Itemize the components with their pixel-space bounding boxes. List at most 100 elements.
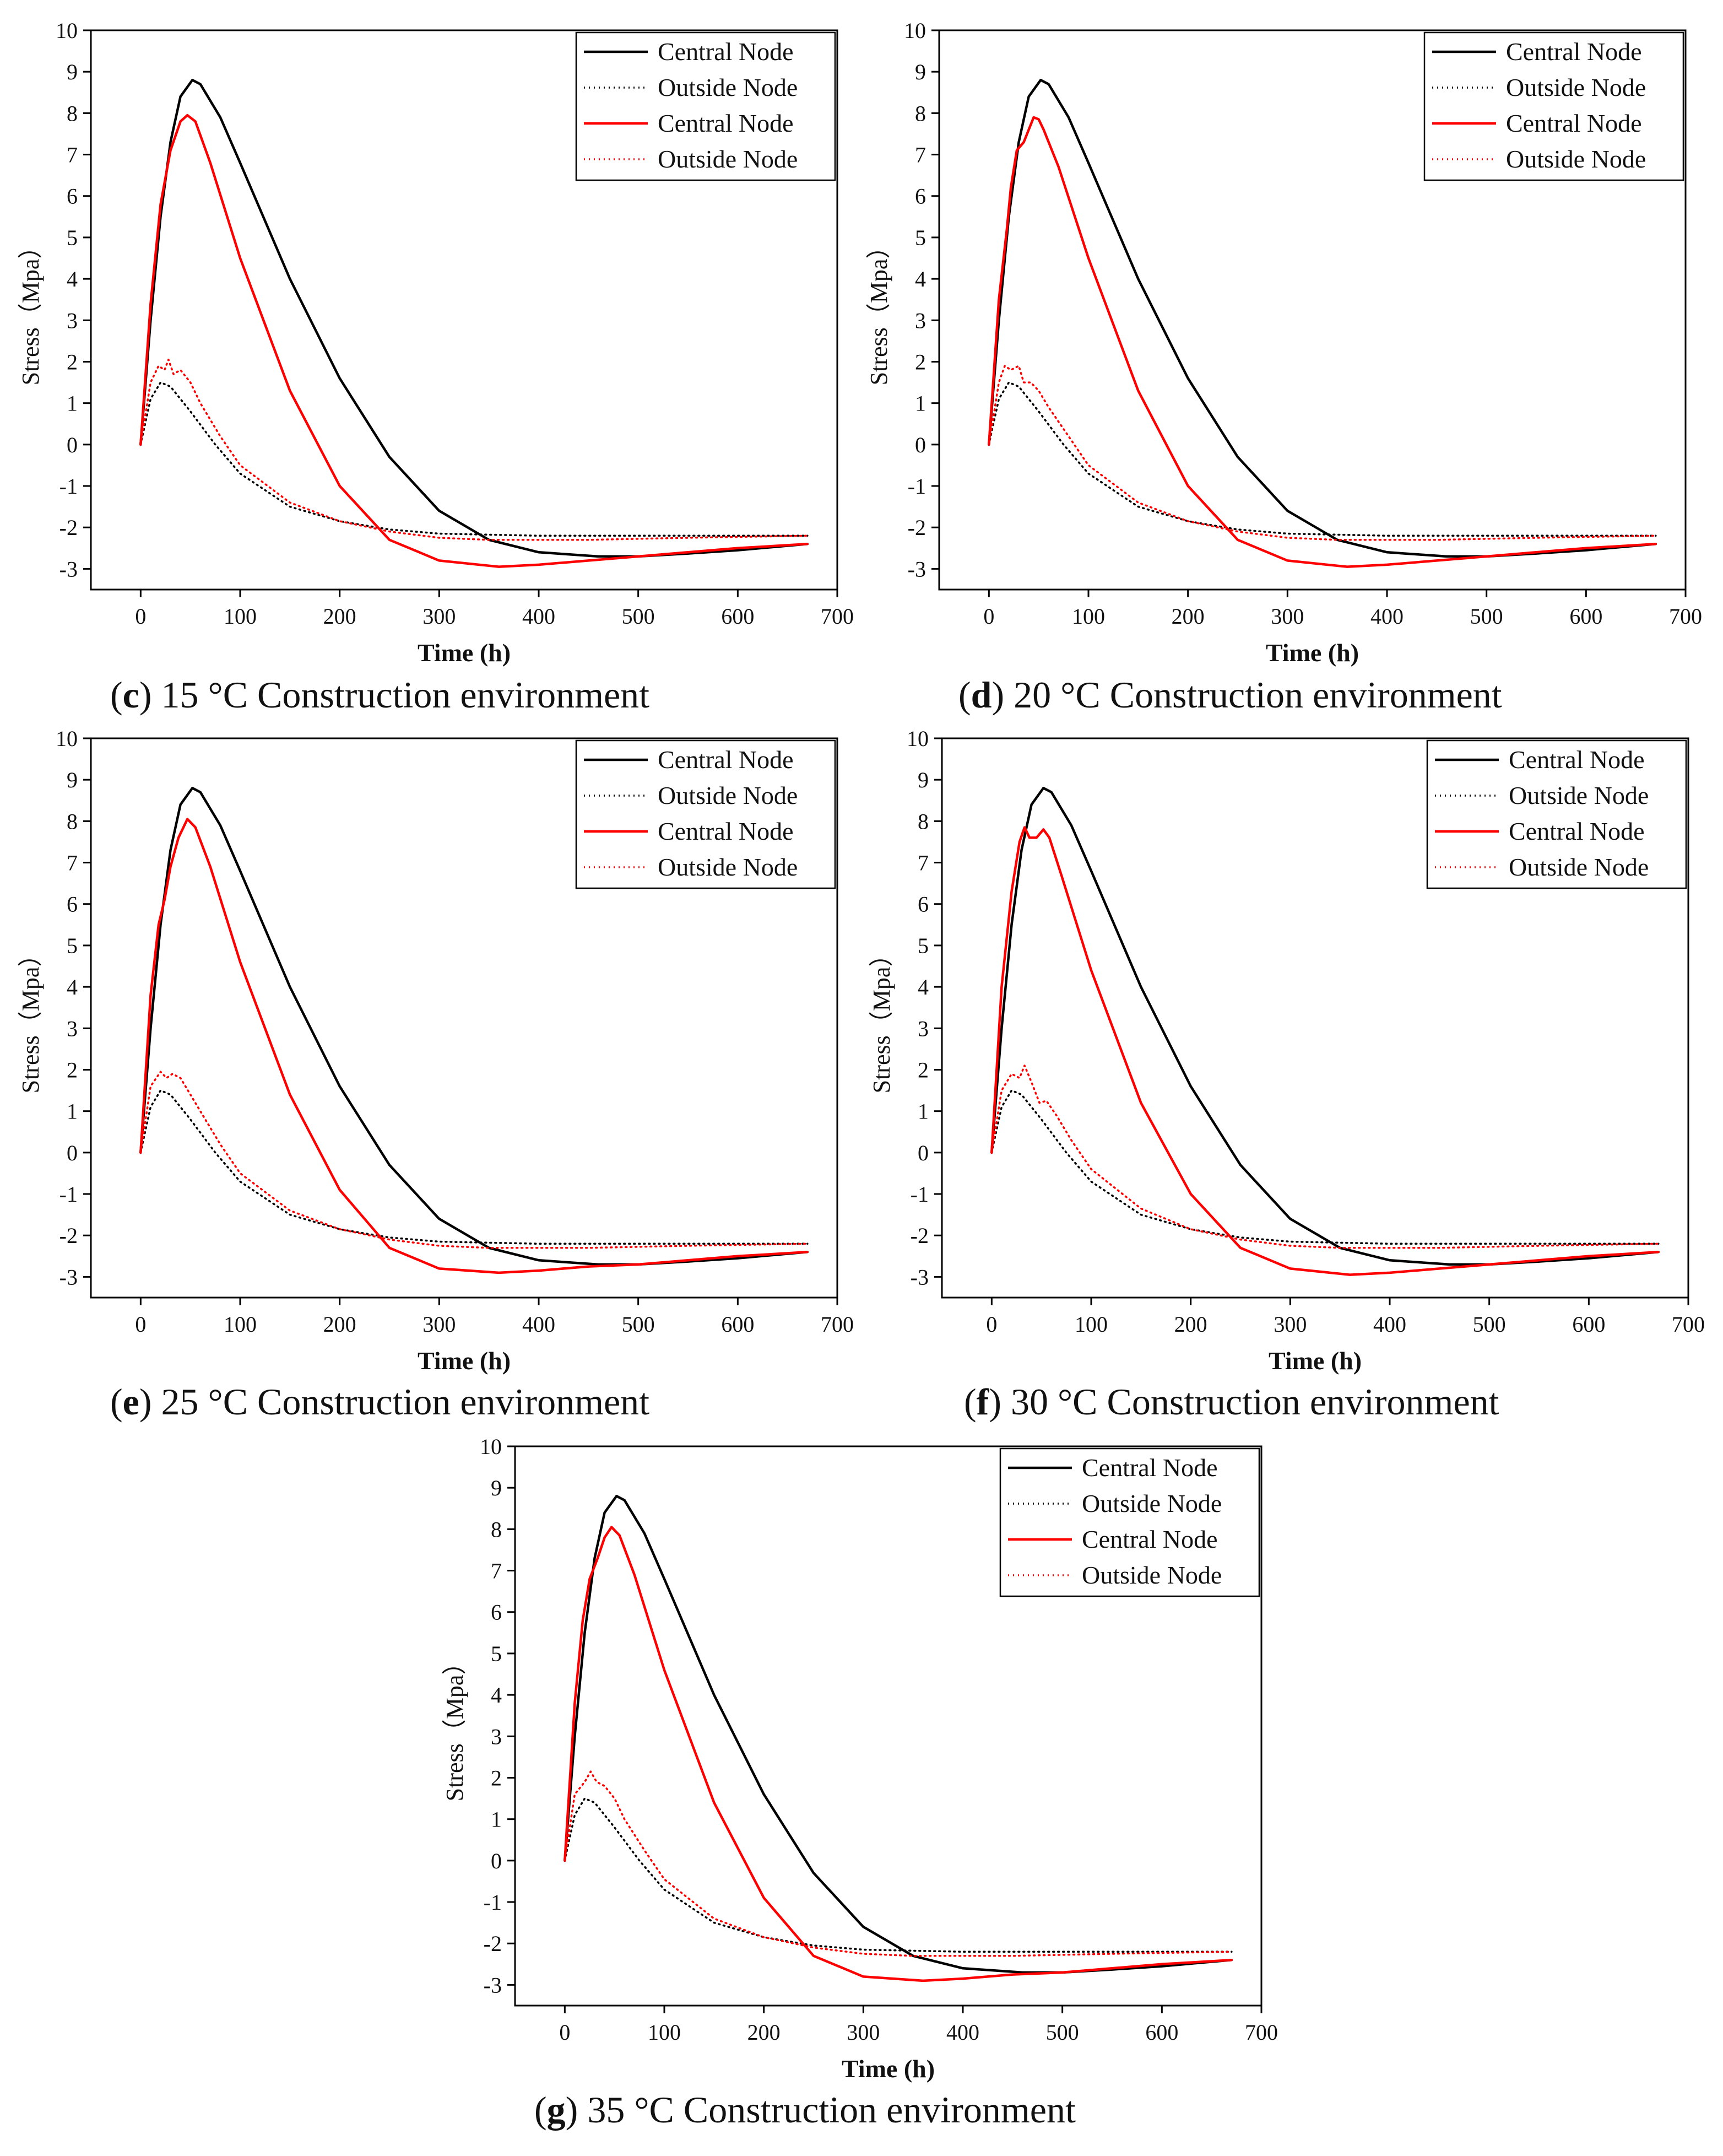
legend-label-2: Central Node — [658, 817, 794, 845]
y-tick-label: 4 — [67, 267, 78, 291]
x-tick-label: 100 — [1075, 1312, 1108, 1337]
legend-label-0: Central Node — [1082, 1453, 1218, 1482]
legend: Central Node Outside Node Central Node Outs… — [1423, 31, 1684, 181]
y-tick-label: 1 — [918, 1099, 929, 1124]
x-tick-label: 0 — [135, 604, 146, 629]
y-tick-label: 1 — [67, 1099, 78, 1124]
x-tick-label: 600 — [1572, 1312, 1605, 1337]
legend-label-1: Outside Node — [658, 781, 798, 809]
y-tick-label: 7 — [915, 143, 926, 167]
legend-box — [999, 1447, 1260, 1597]
chart-panel-g: 0 100 200 300 400 500 600 700 -3 -2 -1 0 1 2 3 4 5 6 7 8 9 10… — [424, 1427, 1289, 2105]
legend-label-1: Outside Node — [658, 73, 798, 101]
y-axis-label: Stress（Mpa） — [868, 943, 895, 1094]
caption-letter: d — [971, 674, 992, 716]
series-line-3 — [564, 1770, 1233, 1957]
y-tick-label: -1 — [59, 474, 78, 499]
y-tick-label: 2 — [915, 349, 926, 374]
x-tick-label: 200 — [747, 2020, 781, 2045]
caption-text: 25 °C Construction environment — [161, 1381, 650, 1423]
x-tick-label: 500 — [622, 604, 655, 629]
y-tick-label: 9 — [67, 60, 78, 84]
y-tick-label: 0 — [918, 1141, 929, 1165]
y-tick-label: -1 — [908, 474, 926, 499]
legend-label-3: Outside Node — [658, 853, 798, 881]
plot-frame — [938, 29, 1687, 591]
x-tick-label: 200 — [323, 604, 356, 629]
y-tick-label: -1 — [59, 1182, 78, 1207]
x-tick-label: 500 — [1473, 1312, 1506, 1337]
x-axis-label: Time (h) — [418, 1347, 511, 1375]
plot-frame — [514, 1445, 1263, 2007]
legend-label-3: Outside Node — [1506, 145, 1646, 173]
y-tick-label: 10 — [904, 18, 926, 43]
y-tick-label: 8 — [67, 101, 78, 126]
y-tick-label: 8 — [491, 1517, 502, 1542]
y-tick-label: 6 — [67, 892, 78, 917]
y-tick-label: 9 — [67, 768, 78, 792]
y-tick-label: -2 — [59, 515, 78, 540]
y-tick-label: -2 — [484, 1931, 502, 1956]
legend-label-1: Outside Node — [1509, 781, 1649, 809]
chart-panel-e: 0 100 200 300 400 500 600 700 -3 -2 -1 0 1 2 3 4 5 6 7 8 9 10… — [0, 719, 865, 1397]
y-tick-label: 5 — [918, 933, 929, 958]
y-tick-label: 10 — [56, 18, 78, 43]
legend: Central Node Outside Node Central Node Outs… — [575, 739, 836, 889]
legend-label-2: Central Node — [658, 109, 794, 137]
legend-label-0: Central Node — [1509, 745, 1645, 774]
x-tick-label: 500 — [1470, 604, 1503, 629]
y-tick-label: 3 — [491, 1724, 502, 1749]
x-axis-label: Time (h) — [1266, 639, 1359, 667]
y-tick-label: -2 — [908, 515, 926, 540]
caption-g: (g) 35 °C Construction environment — [534, 2089, 1076, 2131]
x-tick-label: 600 — [721, 1312, 754, 1337]
x-tick-label: 300 — [1274, 1312, 1307, 1337]
legend-label-1: Outside Node — [1082, 1489, 1222, 1517]
legend: Central Node Outside Node Central Node Outs… — [999, 1447, 1260, 1597]
x-tick-label: 100 — [224, 1312, 257, 1337]
x-tick-label: 400 — [1370, 604, 1404, 629]
x-tick-label: 0 — [983, 604, 994, 629]
x-tick-label: 700 — [821, 604, 854, 629]
x-tick-label: 300 — [422, 604, 456, 629]
y-tick-label: 9 — [915, 60, 926, 84]
y-tick-label: 9 — [491, 1476, 502, 1500]
caption-c: (c) 15 °C Construction environment — [110, 674, 650, 716]
caption-d: (d) 20 °C Construction environment — [958, 674, 1502, 716]
x-tick-label: 600 — [1569, 604, 1602, 629]
y-tick-label: 0 — [915, 433, 926, 457]
y-tick-label: 3 — [915, 308, 926, 333]
y-tick-label: 1 — [67, 391, 78, 416]
chart-c: 0 100 200 300 400 500 600 700 -3 -2 -1 0 1 2 3 4 5 6 7 8 9 10… — [17, 18, 854, 667]
y-tick-label: 4 — [918, 975, 929, 999]
y-tick-label: 1 — [915, 391, 926, 416]
y-tick-label: 5 — [915, 225, 926, 250]
y-tick-label: 7 — [67, 851, 78, 876]
chart-panel-c: 0 100 200 300 400 500 600 700 -3 -2 -1 0 1 2 3 4 5 6 7 8 9 10… — [0, 11, 865, 689]
caption-e: (e) 25 °C Construction environment — [110, 1381, 650, 1423]
y-tick-label: 6 — [67, 184, 78, 209]
y-tick-label: 6 — [491, 1600, 502, 1625]
y-tick-label: -3 — [59, 556, 78, 581]
y-tick-label: 8 — [915, 101, 926, 126]
y-tick-label: 2 — [67, 1057, 78, 1082]
series-line-1 — [564, 1797, 1233, 1953]
series-line-3 — [990, 1065, 1660, 1249]
x-tick-label: 700 — [1672, 1312, 1705, 1337]
x-tick-label: 700 — [821, 1312, 854, 1337]
y-tick-label: 6 — [918, 892, 929, 917]
caption-text: 20 °C Construction environment — [1014, 674, 1502, 716]
y-tick-label: 9 — [918, 768, 929, 792]
x-axis-label: Time (h) — [842, 2055, 935, 2083]
x-tick-label: 400 — [1373, 1312, 1406, 1337]
y-tick-label: 10 — [56, 726, 78, 751]
x-tick-label: 0 — [986, 1312, 997, 1337]
legend-label-1: Outside Node — [1506, 73, 1646, 101]
legend-box — [575, 739, 836, 889]
x-tick-label: 100 — [224, 604, 257, 629]
y-tick-label: 10 — [907, 726, 929, 751]
legend-label-0: Central Node — [658, 37, 794, 66]
x-tick-label: 0 — [559, 2020, 570, 2045]
y-tick-label: 3 — [67, 308, 78, 333]
legend-label-0: Central Node — [1506, 37, 1642, 66]
